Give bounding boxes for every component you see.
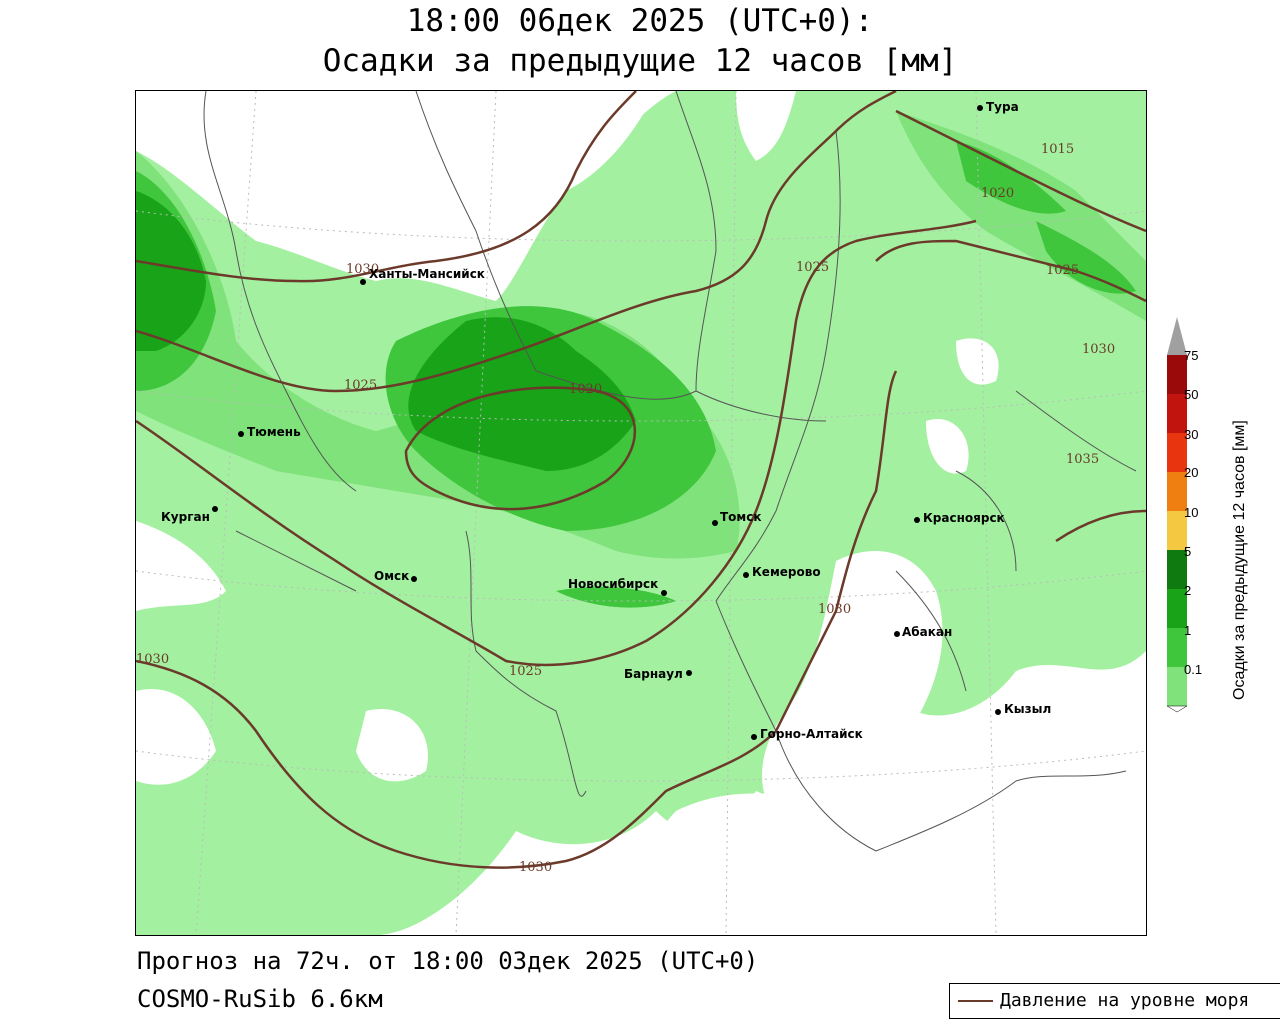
region-boundaries (203, 91, 1137, 852)
colorbar-tick-20: 20 (1184, 465, 1198, 480)
city-marker-kyzyl (995, 709, 1001, 715)
city-marker-tura (977, 105, 983, 111)
isobar-label-1030-center: 1030 (818, 602, 851, 617)
isobar-label-1035: 1035 (1066, 452, 1099, 467)
isobar-label-1030-west: 1030 (136, 652, 169, 667)
city-marker-kurgan (212, 506, 218, 512)
colorbar-tick-1: 1 (1184, 623, 1191, 638)
city-label-kyzyl: Кызыл (1004, 702, 1051, 716)
city-label-kemerovo: Кемерово (752, 565, 821, 579)
isobar-legend-label: Давление на уровне моря (1000, 990, 1250, 1011)
colorbar-band-0-1 (1167, 667, 1187, 706)
colorbar-tick-10: 10 (1184, 505, 1198, 520)
colorbar-band-2 (1167, 589, 1187, 628)
colorbar-title: Осадки за предыдущие 12 часов [мм] (1231, 420, 1248, 700)
isobars (136, 91, 1146, 869)
city-marker-kemerovo (743, 572, 749, 578)
city-label-tyumen: Тюмень (247, 425, 301, 439)
colorbar-band-30 (1167, 433, 1187, 472)
graticule (136, 91, 1146, 935)
city-marker-tyumen (238, 431, 244, 437)
city-label-novosibirsk: Новосибирск (568, 577, 658, 591)
city-label-kurgan: Курган (161, 510, 210, 524)
colorbar-tick-2: 2 (1184, 583, 1191, 598)
precipitation-map: 1015 1020 1020 1025 1025 1025 1025 1030 … (136, 91, 1146, 935)
city-marker-barnaul (686, 670, 692, 676)
isobar-labels: 1015 1020 1020 1025 1025 1025 1025 1030 … (136, 142, 1115, 875)
colorbar-tick-5: 5 (1184, 544, 1191, 559)
city-label-tomsk: Томск (720, 510, 762, 524)
city-label-krasnoyarsk: Красноярск (923, 511, 1005, 525)
colorbar-band-5 (1167, 550, 1187, 589)
isobar-label-1020: 1020 (569, 382, 602, 397)
city-label-abakan: Абакан (902, 625, 952, 639)
cities: Тура Ханты-Мансийск Тюмень Курган Омск Н… (161, 100, 1051, 741)
isobar-label-1025-south: 1025 (509, 664, 542, 679)
colorbar-band-75 (1167, 355, 1187, 394)
city-marker-khanty-mansiysk (360, 279, 366, 285)
city-label-tura: Тура (986, 100, 1019, 114)
colorbar-band-10 (1167, 511, 1187, 550)
isobar-label-1030-south: 1030 (519, 860, 552, 875)
colorbar-underflow-arrow (1166, 705, 1188, 713)
precip-field-dark (136, 191, 636, 471)
map-title-variable: Осадки за предыдущие 12 часов [мм] (322, 43, 958, 79)
colorbar-tick-50: 50 (1184, 387, 1198, 402)
colorbar-band-20 (1167, 472, 1187, 511)
isobar-label-1015: 1015 (1041, 142, 1074, 157)
isobar-label-1025-east: 1025 (1046, 263, 1079, 278)
isobar-label-1030-north: 1030 (346, 262, 379, 277)
city-marker-gorno-altaysk (751, 734, 757, 740)
colorbar-overflow-arrow (1167, 317, 1187, 355)
colorbar-band-1 (1167, 628, 1187, 667)
isobar-label-1030-east: 1030 (1082, 342, 1115, 357)
colorbar-band-50 (1167, 394, 1187, 433)
city-marker-abakan (894, 631, 900, 637)
model-name: COSMO-RuSib 6.6км (137, 985, 383, 1013)
colorbar-tick-75: 75 (1184, 348, 1198, 363)
isobar-legend: Давление на уровне моря (949, 983, 1280, 1019)
map-title-time: 18:00 06дек 2025 (UTC+0): (406, 3, 874, 39)
isobar-legend-line (958, 1000, 993, 1002)
isobar-label-1020-north: 1020 (981, 186, 1014, 201)
isobar-label-1025-west: 1025 (344, 378, 377, 393)
city-label-khanty-mansiysk: Ханты-Мансийск (369, 267, 485, 281)
city-marker-omsk (411, 576, 417, 582)
city-label-omsk: Омск (374, 569, 409, 583)
map-area: 1015 1020 1020 1025 1025 1025 1025 1030 … (135, 90, 1147, 936)
precipitation-colorbar: 75 50 30 20 10 5 2 1 0.1 (1166, 317, 1202, 713)
no-precip-areas (136, 91, 1116, 935)
city-marker-novosibirsk (661, 590, 667, 596)
colorbar-tick-0-1: 0.1 (1184, 662, 1202, 677)
city-marker-tomsk (712, 520, 718, 526)
city-label-barnaul: Барнаул (624, 667, 683, 681)
forecast-info: Прогноз на 72ч. от 18:00 03дек 2025 (UTC… (137, 947, 759, 975)
city-marker-krasnoyarsk (914, 517, 920, 523)
isobar-label-1025-north: 1025 (796, 260, 829, 275)
colorbar-tick-30: 30 (1184, 427, 1198, 442)
city-label-gorno-altaysk: Горно-Алтайск (760, 727, 863, 741)
